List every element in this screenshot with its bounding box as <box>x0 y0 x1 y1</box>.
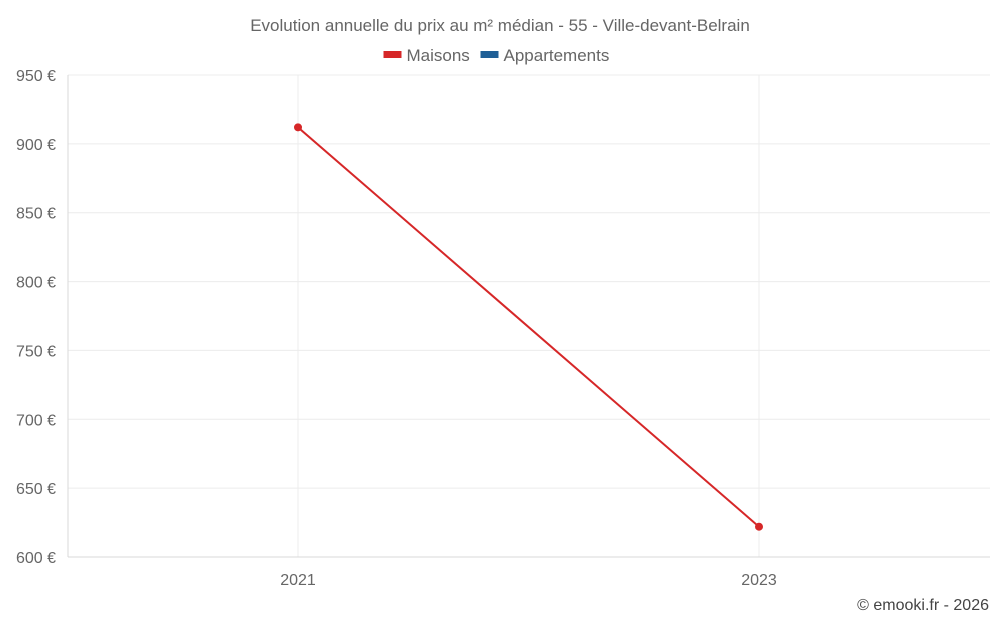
y-tick-label: 850 € <box>16 206 56 223</box>
data-point-maisons[interactable] <box>755 522 763 531</box>
legend-item-appartements[interactable]: Appartements <box>480 46 610 65</box>
series-layer <box>294 123 763 531</box>
x-tick-label: 2023 <box>741 572 777 589</box>
legend-label: Maisons <box>407 46 470 65</box>
grid <box>68 74 990 557</box>
y-tick-label: 800 € <box>16 275 56 292</box>
axes: 600 € 650 € 700 € 750 € 800 € 850 € 900 € 950 €… <box>16 68 990 589</box>
y-tick-label: 900 € <box>16 137 56 154</box>
legend: Maisons Appartements <box>383 46 610 65</box>
legend-swatch <box>383 51 402 58</box>
x-tick-label: 2021 <box>280 572 316 589</box>
y-tick-label: 700 € <box>16 412 56 429</box>
legend-item-maisons[interactable]: Maisons <box>383 46 470 65</box>
chart-title: Evolution annuelle du prix au m² médian … <box>250 16 750 35</box>
y-tick-label: 650 € <box>16 481 56 498</box>
y-tick-label: 950 € <box>16 68 56 85</box>
credit-text: © emooki.fr - 2026 <box>857 597 989 614</box>
legend-swatch <box>480 51 499 58</box>
series-line-maisons <box>297 126 760 528</box>
y-tick-label: 750 € <box>16 343 56 360</box>
data-point-maisons[interactable] <box>294 123 302 132</box>
legend-label: Appartements <box>504 46 610 65</box>
y-tick-label: 600 € <box>16 550 56 567</box>
